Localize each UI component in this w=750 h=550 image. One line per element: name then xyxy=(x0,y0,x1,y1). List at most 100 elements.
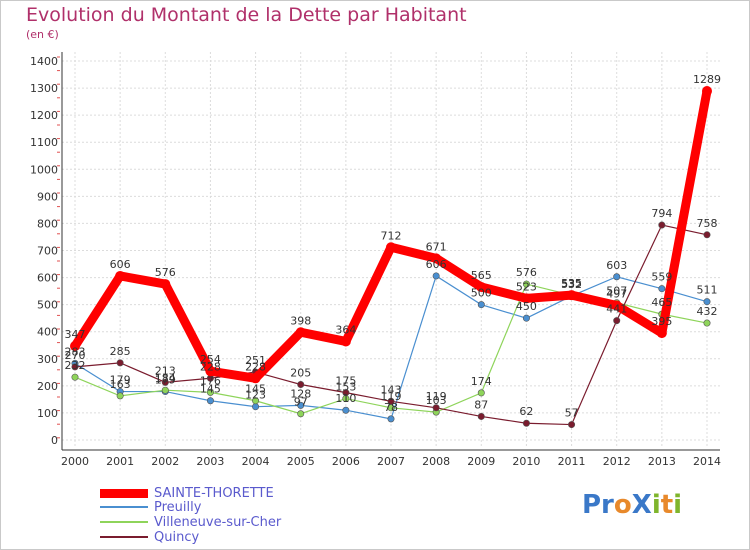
data-point-quincy xyxy=(387,397,395,405)
data-label-preuilly: 283 xyxy=(65,345,86,358)
x-tick-label: 2013 xyxy=(648,455,676,468)
x-tick-label: 2008 xyxy=(422,455,450,468)
legend-label-preuilly: Preuilly xyxy=(154,499,202,515)
y-tick-label: 1300 xyxy=(30,82,58,95)
legend-item-villeneuve-sur-cher: Villeneuve-sur-Cher xyxy=(100,515,281,530)
data-point-sainte-thorette xyxy=(386,242,396,253)
data-point-quincy xyxy=(71,363,79,371)
x-tick-label: 2001 xyxy=(106,455,134,468)
legend-item-quincy: Quincy xyxy=(100,529,200,545)
data-point-sainte-thorette xyxy=(611,300,622,311)
data-label-preuilly: 123 xyxy=(245,389,266,402)
data-label-villeneuve-sur-cher: 153 xyxy=(335,381,356,394)
data-label-quincy: 57 xyxy=(565,407,579,420)
data-label-villeneuve-sur-cher: 465 xyxy=(651,296,672,309)
x-tick-label: 2009 xyxy=(467,455,495,468)
data-label-sainte-thorette: 398 xyxy=(290,314,311,327)
data-point-sainte-thorette xyxy=(115,270,126,281)
data-label-sainte-thorette: 254 xyxy=(200,353,221,366)
legend-swatch-quincy xyxy=(100,536,148,538)
data-label-preuilly: 511 xyxy=(697,284,718,297)
data-point-sainte-thorette xyxy=(70,341,80,352)
data-point-villeneuve-sur-cher xyxy=(477,389,485,397)
x-tick-label: 2002 xyxy=(151,455,179,468)
x-tick-label: 2000 xyxy=(61,455,89,468)
y-tick-label: 200 xyxy=(37,380,58,393)
data-point-sainte-thorette xyxy=(521,293,532,304)
data-label-villeneuve-sur-cher: 535 xyxy=(561,277,582,290)
data-point-quincy xyxy=(161,378,169,386)
data-label-preuilly: 179 xyxy=(110,374,131,387)
data-label-preuilly: 128 xyxy=(290,387,311,400)
data-point-preuilly xyxy=(432,272,440,280)
x-tick-label: 2005 xyxy=(287,455,315,468)
data-label-sainte-thorette: 1289 xyxy=(693,73,721,86)
data-point-quincy xyxy=(477,412,485,420)
x-tick-label: 2003 xyxy=(196,455,224,468)
data-label-quincy: 285 xyxy=(110,345,131,358)
legend-label-quincy: Quincy xyxy=(154,529,200,545)
y-tick-label: 500 xyxy=(37,299,58,312)
data-label-quincy: 441 xyxy=(606,303,627,316)
data-label-villeneuve-sur-cher: 232 xyxy=(65,359,86,372)
data-label-quincy: 87 xyxy=(474,398,488,411)
y-tick-label: 100 xyxy=(37,407,58,420)
data-label-preuilly: 500 xyxy=(471,287,492,300)
data-label-sainte-thorette: 347 xyxy=(65,328,86,341)
data-point-quincy xyxy=(658,221,666,229)
data-label-quincy: 62 xyxy=(519,405,533,418)
data-label-sainte-thorette: 671 xyxy=(426,240,447,253)
data-label-sainte-thorette: 712 xyxy=(381,229,402,242)
legend-swatch-preuilly xyxy=(100,506,148,508)
data-label-sainte-thorette: 395 xyxy=(651,315,672,328)
data-point-villeneuve-sur-cher xyxy=(116,392,124,400)
x-tick-label: 2011 xyxy=(558,455,586,468)
y-tick-label: 1200 xyxy=(30,109,58,122)
data-label-villeneuve-sur-cher: 176 xyxy=(200,374,221,387)
data-point-villeneuve-sur-cher xyxy=(161,386,169,394)
data-label-villeneuve-sur-cher: 184 xyxy=(155,372,176,385)
data-point-sainte-thorette xyxy=(295,327,306,338)
data-point-sainte-thorette xyxy=(340,336,351,347)
data-label-preuilly: 603 xyxy=(606,259,627,272)
data-point-sainte-thorette xyxy=(702,86,712,97)
data-point-preuilly xyxy=(522,314,530,322)
data-label-quincy: 175 xyxy=(335,375,356,388)
data-point-villeneuve-sur-cher xyxy=(252,397,260,405)
data-label-sainte-thorette: 364 xyxy=(335,323,356,336)
data-point-villeneuve-sur-cher xyxy=(703,319,711,327)
data-label-sainte-thorette: 576 xyxy=(155,266,176,279)
x-tick-label: 2007 xyxy=(377,455,405,468)
data-label-villeneuve-sur-cher: 576 xyxy=(516,266,537,279)
data-point-villeneuve-sur-cher xyxy=(522,280,530,288)
y-tick-label: 1000 xyxy=(30,163,58,176)
data-label-preuilly: 145 xyxy=(200,383,221,396)
data-point-preuilly xyxy=(252,403,260,411)
data-label-sainte-thorette: 606 xyxy=(110,258,131,271)
x-tick-label: 2004 xyxy=(242,455,270,468)
data-label-preuilly: 606 xyxy=(426,258,447,271)
data-label-villeneuve-sur-cher: 507 xyxy=(606,285,627,298)
y-tick-label: 400 xyxy=(37,326,58,339)
data-label-sainte-thorette: 497 xyxy=(606,287,627,300)
data-label-villeneuve-sur-cher: 432 xyxy=(697,305,718,318)
data-point-quincy xyxy=(297,381,305,389)
y-tick-label: 800 xyxy=(37,217,58,230)
data-label-quincy: 270 xyxy=(65,349,86,362)
chart-title: Evolution du Montant de la Dette par Hab… xyxy=(26,4,467,26)
legend-swatch-villeneuve-sur-cher xyxy=(100,521,148,523)
data-label-villeneuve-sur-cher: 145 xyxy=(245,383,266,396)
legend-label-sainte-thorette: SAINTE-THORETTE xyxy=(154,485,274,501)
data-point-sainte-thorette xyxy=(476,282,487,293)
data-label-preuilly: 78 xyxy=(384,401,398,414)
data-label-villeneuve-sur-cher: 103 xyxy=(426,394,447,407)
data-label-preuilly: 110 xyxy=(335,392,356,405)
data-label-preuilly: 559 xyxy=(651,271,672,284)
data-point-preuilly xyxy=(206,397,214,405)
data-point-preuilly xyxy=(342,406,350,414)
data-point-quincy xyxy=(116,359,124,367)
data-label-quincy: 794 xyxy=(651,207,672,220)
data-point-preuilly xyxy=(613,273,621,281)
y-tick-label: 600 xyxy=(37,272,58,285)
